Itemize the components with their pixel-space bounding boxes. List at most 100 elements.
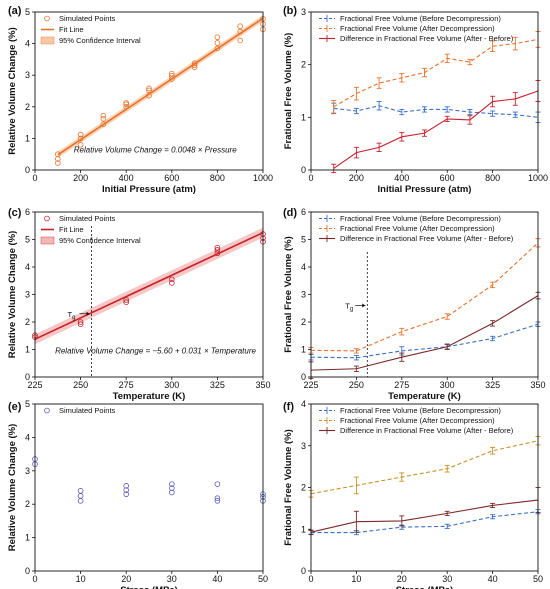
y-tick-label: 4 [25, 262, 30, 272]
tg-arrowhead [362, 303, 366, 308]
x-tick-label: 400 [394, 173, 409, 183]
legend-marker [40, 236, 55, 245]
data-point [54, 160, 61, 166]
x-tick-label: 0 [32, 574, 37, 584]
y-tick-label: 3 [301, 7, 306, 17]
tg-label: Tg [345, 302, 353, 313]
data-point [123, 100, 129, 106]
legend-label: 95% Confidence Interval [59, 36, 141, 45]
y-tick-label: 0 [25, 566, 30, 576]
series-line [333, 38, 539, 108]
data-point [146, 87, 152, 94]
data-point [214, 244, 221, 251]
y-tick-label: 2 [301, 483, 306, 493]
x-tick-label: 40 [488, 574, 498, 584]
panel-e: Simulated Points 0 10 20 30 40 50 0 1 2 3 4 5 Stress … [7, 399, 268, 589]
data-point [214, 45, 221, 52]
legend-marker [44, 215, 50, 222]
legend-label: Simulated Points [59, 406, 116, 415]
legend-label: Fractional Free Volume (Before Decompres… [340, 14, 501, 23]
x-tick-label: 0 [308, 574, 313, 584]
y-tick-label: 5 [25, 7, 30, 17]
fit-equation: Relative Volume Change = −5.60 + 0.031 ×… [55, 347, 256, 356]
x-tick-label: 1000 [253, 173, 273, 183]
x-tick-label: 20 [121, 574, 131, 584]
x-tick-label: 600 [440, 173, 455, 183]
panel-c: Tg Relative Volume Change = −5.60 + 0.031… [7, 207, 271, 402]
data-point [77, 131, 84, 138]
y-tick-label: 1 [25, 533, 30, 543]
data-point [169, 76, 175, 82]
panel-d: Tg Fractional Free Volume (Before Decompr… [283, 207, 546, 402]
plot-frame [34, 403, 264, 572]
y-tick-label: 4 [25, 39, 30, 49]
tg-subscript: g [350, 307, 353, 313]
tg-arrowhead [86, 311, 90, 316]
data-point [191, 62, 198, 68]
x-tick-label: 325 [485, 380, 500, 390]
data-point [191, 60, 198, 66]
data-point [123, 104, 129, 110]
data-point [77, 493, 84, 499]
legend-label: Difference in Fractional Free Volume (Af… [340, 426, 514, 435]
y-tick-label: 2 [25, 102, 30, 112]
y-tick-label: 0 [301, 165, 306, 175]
series-line [311, 511, 539, 534]
x-tick-label: 300 [164, 380, 179, 390]
plot-frame [34, 11, 264, 171]
data-point [123, 297, 129, 303]
legend-label: Fractional Free Volume (After Decompress… [340, 24, 495, 33]
y-tick-label: 2 [25, 499, 30, 509]
fit-line [57, 17, 264, 156]
data-point [214, 34, 221, 41]
x-tick-label: 200 [349, 173, 364, 183]
x-tick-label: 0 [308, 173, 313, 183]
data-point [214, 481, 221, 487]
x-tick-label: 325 [210, 380, 225, 390]
legend-label: Simulated Points [59, 214, 116, 223]
y-tick-label: 1 [301, 345, 306, 355]
data-point [77, 319, 84, 325]
y-axis-title: Frational Free Volume (%) [283, 429, 294, 545]
y-tick-label: 0 [301, 372, 306, 382]
x-tick-label: 0 [32, 173, 37, 183]
y-tick-label: 1 [301, 524, 306, 534]
y-tick-label: 2 [25, 317, 30, 327]
series-line [310, 323, 539, 359]
y-tick-label: 5 [25, 235, 30, 245]
data-point [54, 151, 61, 158]
y-tick-label: 3 [25, 70, 30, 80]
x-axis-title: Temperature (K) [113, 391, 186, 402]
legend-label: Simulated Points [59, 14, 116, 23]
data-point [100, 112, 107, 119]
x-tick-label: 400 [119, 173, 134, 183]
data-point [100, 116, 107, 122]
x-axis-title: Stress (MPa) [120, 585, 178, 589]
data-point [169, 481, 175, 487]
panel-f: Fractional Free Volume (Before Decompres… [283, 399, 543, 589]
x-tick-label: 50 [533, 574, 543, 584]
y-tick-label: 2 [301, 317, 306, 327]
legend-label: Fractional Free Volume (After Decompress… [340, 224, 495, 233]
y-axis-title: Relative Volume Change (%) [7, 27, 18, 155]
tg-subscript: g [72, 315, 75, 321]
x-tick-label: 30 [167, 574, 177, 584]
legend-label: Fit Line [59, 225, 84, 234]
data-point [169, 280, 175, 286]
series-line [310, 295, 539, 371]
series-line [333, 90, 539, 169]
x-tick-label: 600 [164, 173, 179, 183]
panel-label: (d) [283, 207, 297, 219]
x-tick-label: 40 [212, 574, 222, 584]
data-point [191, 64, 198, 71]
x-tick-label: 250 [73, 380, 88, 390]
x-tick-label: 350 [255, 380, 270, 390]
x-tick-label: 10 [76, 574, 86, 584]
panel-label: (f) [283, 401, 294, 413]
y-tick-label: 0 [301, 566, 306, 576]
data-point [237, 28, 244, 35]
data-point [214, 495, 221, 501]
data-point [146, 85, 152, 92]
legend-label: Fit Line [59, 25, 84, 34]
legend-label: Difference in Fractional Free Volume (Af… [340, 34, 514, 43]
